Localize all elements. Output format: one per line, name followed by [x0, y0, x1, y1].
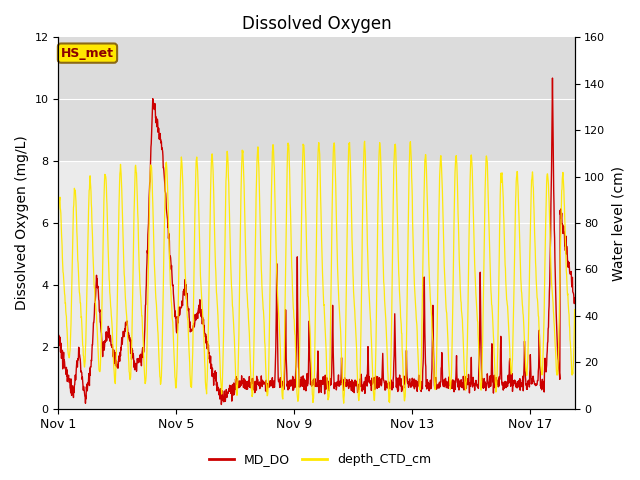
Bar: [58, 161, 575, 408]
Text: HS_met: HS_met: [61, 47, 114, 60]
Title: Dissolved Oxygen: Dissolved Oxygen: [242, 15, 391, 33]
Legend: MD_DO, depth_CTD_cm: MD_DO, depth_CTD_cm: [204, 448, 436, 471]
Y-axis label: Dissolved Oxygen (mg/L): Dissolved Oxygen (mg/L): [15, 136, 29, 311]
Y-axis label: Water level (cm): Water level (cm): [611, 166, 625, 280]
Bar: [58, 37, 575, 161]
